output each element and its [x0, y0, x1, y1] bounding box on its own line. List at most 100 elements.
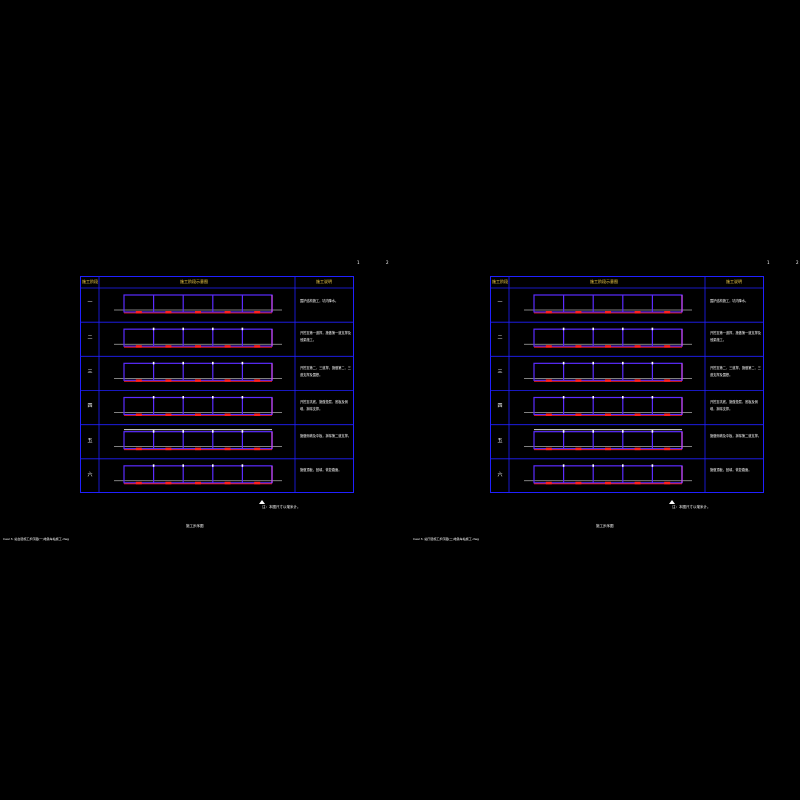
support-strut [651, 430, 654, 433]
stage-description: 围护结构施工，坑内降水。 [710, 299, 749, 303]
support-strut [562, 430, 565, 433]
support-strut [592, 396, 594, 399]
station-frame [123, 465, 273, 484]
support-strut [622, 327, 624, 331]
support-strut [182, 396, 184, 399]
footnote-mark-icon [669, 500, 675, 504]
foundation-block [545, 345, 552, 348]
foundation-block [605, 379, 611, 382]
header-stage: 施工阶段 [492, 279, 508, 284]
file-path: Ceal 3. 站台层施工步序图(一)地铁车站施工.dwg [3, 537, 69, 541]
foundation-block [545, 311, 552, 314]
station-frame [123, 328, 273, 347]
foundation-block [254, 311, 261, 314]
foundation-block [195, 311, 201, 314]
support-strut [152, 396, 155, 399]
foundation-block [195, 413, 201, 416]
foundation-block [664, 311, 671, 314]
footnote: 注：本图尺寸以毫米计。 [672, 505, 711, 509]
foundation-block [664, 447, 671, 451]
stage-description: 施做侧墙及中板，拆除第二道支撑。 [710, 434, 761, 438]
foundation-block [135, 345, 142, 348]
station-frame [533, 362, 683, 381]
support-strut [212, 464, 214, 467]
support-strut [182, 361, 184, 365]
foundation-block [634, 379, 641, 382]
support-strut [622, 464, 624, 467]
foundation-block [195, 481, 201, 485]
stage-label: 一 [87, 300, 93, 306]
station-frame [123, 294, 273, 313]
support-strut [182, 327, 184, 331]
support-strut [562, 464, 565, 467]
station-frame [123, 431, 273, 450]
support-strut [182, 464, 184, 467]
stage-label: 三 [87, 369, 93, 375]
support-strut [562, 361, 565, 365]
foundation-block [224, 481, 231, 485]
stage-label: 二 [497, 335, 503, 341]
foundation-block [634, 447, 641, 451]
header-notes: 施工说明 [316, 279, 332, 284]
foundation-block [634, 481, 641, 485]
foundation-block [605, 311, 611, 314]
foundation-block [254, 345, 261, 348]
foundation-block [195, 379, 201, 382]
stage-description: 开挖至第二、三道撑，施做第二、三道支撑及围檩。 [710, 366, 761, 377]
foundation-block [575, 413, 582, 416]
header-notes: 施工说明 [726, 279, 742, 284]
support-strut [152, 430, 155, 433]
foundation-block [135, 447, 142, 451]
support-strut [651, 464, 654, 467]
support-strut [622, 396, 624, 399]
header-diagram: 施工阶段示意图 [590, 279, 618, 284]
support-strut [152, 361, 155, 365]
foundation-block [575, 311, 582, 314]
support-strut [212, 396, 214, 399]
foundation-block [634, 413, 641, 416]
support-strut [241, 396, 244, 399]
foundation-block [165, 311, 172, 314]
foundation-block [224, 379, 231, 382]
stage-description: 施做侧墙及中板，拆除第二道支撑。 [300, 434, 351, 438]
foundation-block [135, 413, 142, 416]
foundation-block [605, 413, 611, 416]
foundation-block [135, 481, 142, 485]
support-strut [651, 361, 654, 365]
support-strut [241, 361, 244, 365]
support-strut [622, 430, 624, 433]
foundation-block [545, 481, 552, 485]
foundation-block [634, 345, 641, 348]
support-strut [152, 327, 155, 331]
support-strut [592, 361, 594, 365]
station-frame [533, 431, 683, 450]
support-strut [212, 327, 214, 331]
station-frame [123, 362, 273, 381]
stage-label: 三 [497, 369, 503, 375]
stage-description: 围护结构施工，坑内降水。 [300, 299, 339, 303]
station-frame [533, 328, 683, 347]
support-strut [241, 327, 244, 331]
foundation-block [165, 379, 172, 382]
header-stage: 施工阶段 [82, 279, 98, 284]
station-frame [533, 294, 683, 313]
stage-description: 开挖至第一道撑，施做第一道支撑及冠梁施工。 [710, 331, 761, 342]
drawing-sheet-right: 1 2 施工阶段 施工阶段示意图 施工说明 一 二 三 四 五 六 围护结构施工… [410, 0, 800, 800]
stage-label: 五 [497, 438, 503, 444]
support-strut [212, 361, 214, 365]
foundation-block [224, 447, 231, 451]
stage-label: 六 [497, 472, 503, 478]
support-strut [622, 361, 624, 365]
foundation-block [575, 447, 582, 451]
sheet-number-right: 2 [796, 260, 799, 265]
stage-label: 六 [87, 472, 93, 478]
foundation-block [664, 481, 671, 485]
support-strut [562, 396, 565, 399]
construction-diagram-right [490, 276, 764, 504]
stage-description: 施做顶板，回填，恢复路面。 [710, 468, 752, 472]
construction-diagram-left [80, 276, 354, 504]
footnote-mark-icon [259, 500, 265, 504]
foundation-block [195, 447, 201, 451]
foundation-block [254, 481, 261, 485]
foundation-block [165, 413, 172, 416]
